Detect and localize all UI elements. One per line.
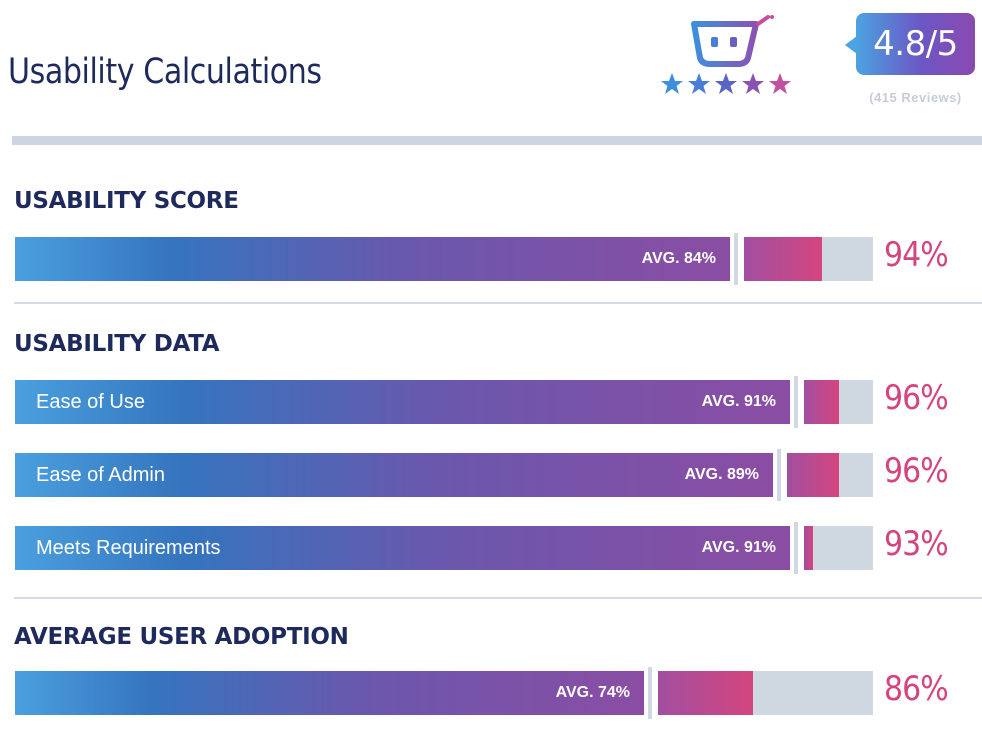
star-icon — [688, 73, 710, 94]
chat-bot-cart-icon — [691, 15, 774, 67]
avg-label: AVG. 89% — [684, 466, 759, 483]
star-shape — [688, 73, 710, 94]
avg-marker — [734, 233, 738, 285]
star-shape — [715, 73, 737, 94]
score-bar — [804, 526, 813, 570]
score-value: 93% — [884, 524, 949, 564]
avg-bar — [15, 671, 644, 715]
bar-label: Ease of Use — [36, 390, 145, 413]
avg-bar — [15, 237, 730, 281]
avg-marker — [794, 376, 798, 428]
avg-label: AVG. 84% — [641, 250, 716, 267]
rating-badge: 4.8/5 — [856, 13, 975, 75]
section-title-average-user-adoption: AVERAGE USER ADOPTION — [14, 624, 349, 650]
avg-label: AVG. 91% — [701, 393, 776, 410]
avg-marker — [794, 522, 798, 574]
bar-label: Ease of Admin — [36, 463, 165, 486]
bar-row-meets-requirements: Meets Requirements AVG. 91% 93% — [15, 522, 982, 574]
star-icon — [715, 73, 737, 94]
score-bar — [744, 237, 822, 281]
score-bar — [658, 671, 753, 715]
score-value: 86% — [884, 669, 949, 709]
section-title-usability-score: USABILITY SCORE — [14, 188, 239, 214]
score-value: 96% — [884, 451, 949, 491]
star-icon — [661, 73, 683, 94]
avg-label: AVG. 91% — [701, 539, 776, 556]
score-bar — [804, 380, 839, 424]
avg-marker — [777, 449, 781, 501]
avg-marker — [648, 667, 652, 719]
bar-label: Meets Requirements — [36, 536, 221, 559]
rating-bubble-tail — [845, 36, 857, 54]
star-rating — [660, 72, 792, 96]
bar-row-usability-score: AVG. 84% 94% — [15, 233, 982, 285]
avg-label: AVG. 74% — [555, 684, 630, 701]
score-value: 96% — [884, 378, 949, 418]
avg-bar — [15, 526, 790, 570]
star-icon — [742, 73, 764, 94]
section-divider — [14, 597, 982, 599]
score-bar — [787, 453, 839, 497]
star-shape — [742, 73, 764, 94]
bar-row-user-adoption: AVG. 74% 86% — [15, 667, 982, 719]
page-title: Usability Calculations — [8, 52, 322, 92]
star-shape — [661, 73, 683, 94]
review-count: (415 Reviews) — [869, 90, 962, 105]
section-divider — [14, 302, 982, 304]
avg-bar — [15, 380, 790, 424]
bar-row-ease-of-admin: Ease of Admin AVG. 89% 96% — [15, 449, 982, 501]
header-divider — [12, 136, 982, 145]
score-value: 94% — [884, 235, 949, 275]
section-title-usability-data: USABILITY DATA — [14, 331, 220, 357]
bar-row-ease-of-use: Ease of Use AVG. 91% 96% — [15, 376, 982, 428]
star-icon — [769, 73, 791, 94]
star-shape — [769, 73, 791, 94]
avg-bar — [15, 453, 773, 497]
